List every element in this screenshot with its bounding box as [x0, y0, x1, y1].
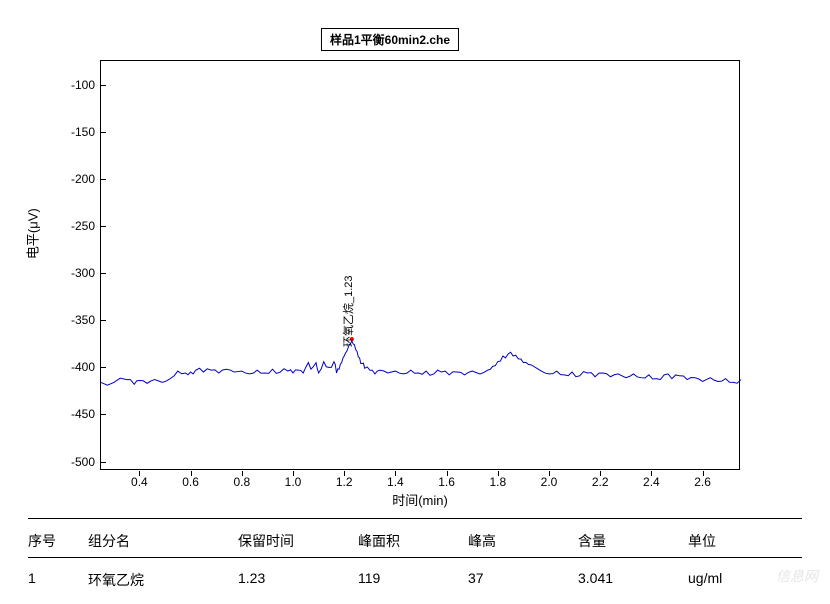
chromatogram-trace: [101, 61, 739, 469]
y-tick-label: -400: [71, 360, 101, 374]
table-cell: 37: [468, 570, 578, 590]
x-tick-mark: [498, 471, 499, 476]
table-cell: 1: [28, 570, 88, 590]
x-tick-mark: [344, 471, 345, 476]
table-header-cell: 峰高: [468, 531, 578, 551]
table-row: 1环氧乙烷1.23119373.041ug/ml: [28, 558, 802, 596]
y-tick-label: -200: [71, 172, 101, 186]
table-header-row: 序号组分名保留时间峰面积峰高含量单位: [28, 519, 802, 558]
x-tick-mark: [242, 471, 243, 476]
x-tick-mark: [139, 471, 140, 476]
chart-title: 样品1平衡60min2.che: [321, 28, 459, 51]
y-tick-mark: [101, 414, 106, 415]
table-header-cell: 含量: [578, 531, 688, 551]
y-tick-mark: [101, 85, 106, 86]
y-tick-label: -250: [71, 219, 101, 233]
peak-annotation: 环氧乙烷_1.23: [340, 276, 356, 348]
y-tick-mark: [101, 132, 106, 133]
x-tick-mark: [600, 471, 601, 476]
plot-area: -100-150-200-250-300-350-400-450-500 0.4…: [100, 60, 740, 470]
y-tick-label: -500: [71, 455, 101, 469]
y-tick-label: -100: [71, 78, 101, 92]
x-tick-mark: [395, 471, 396, 476]
x-tick-mark: [549, 471, 550, 476]
y-tick-mark: [101, 226, 106, 227]
table-header-cell: 单位: [688, 531, 788, 551]
x-tick-mark: [651, 471, 652, 476]
table-header-cell: 组分名: [88, 531, 238, 551]
y-tick-mark: [101, 179, 106, 180]
table-cell: 3.041: [578, 570, 688, 590]
y-tick-mark: [101, 367, 106, 368]
x-tick-mark: [447, 471, 448, 476]
y-tick-label: -350: [71, 313, 101, 327]
y-tick-label: -300: [71, 266, 101, 280]
y-tick-label: -450: [71, 407, 101, 421]
table-header-cell: 保留时间: [238, 531, 358, 551]
x-tick-mark: [191, 471, 192, 476]
table-header-cell: 序号: [28, 531, 88, 551]
results-table: 序号组分名保留时间峰面积峰高含量单位 1环氧乙烷1.23119373.041ug…: [28, 518, 802, 596]
y-tick-label: -150: [71, 125, 101, 139]
table-cell: ug/ml: [688, 570, 788, 590]
chromatogram-chart: 样品1平衡60min2.che 电平(μV) -100-150-200-250-…: [40, 40, 740, 510]
x-tick-mark: [703, 471, 704, 476]
y-tick-mark: [101, 320, 106, 321]
watermark: 信息网: [776, 566, 818, 586]
table-cell: 环氧乙烷: [88, 570, 238, 590]
x-axis-label: 时间(min): [392, 490, 448, 509]
table-cell: 119: [358, 570, 468, 590]
y-tick-mark: [101, 462, 106, 463]
y-tick-mark: [101, 273, 106, 274]
x-tick-mark: [293, 471, 294, 476]
table-header-cell: 峰面积: [358, 531, 468, 551]
table-cell: 1.23: [238, 570, 358, 590]
y-axis-label: 电平(μV): [23, 208, 42, 259]
